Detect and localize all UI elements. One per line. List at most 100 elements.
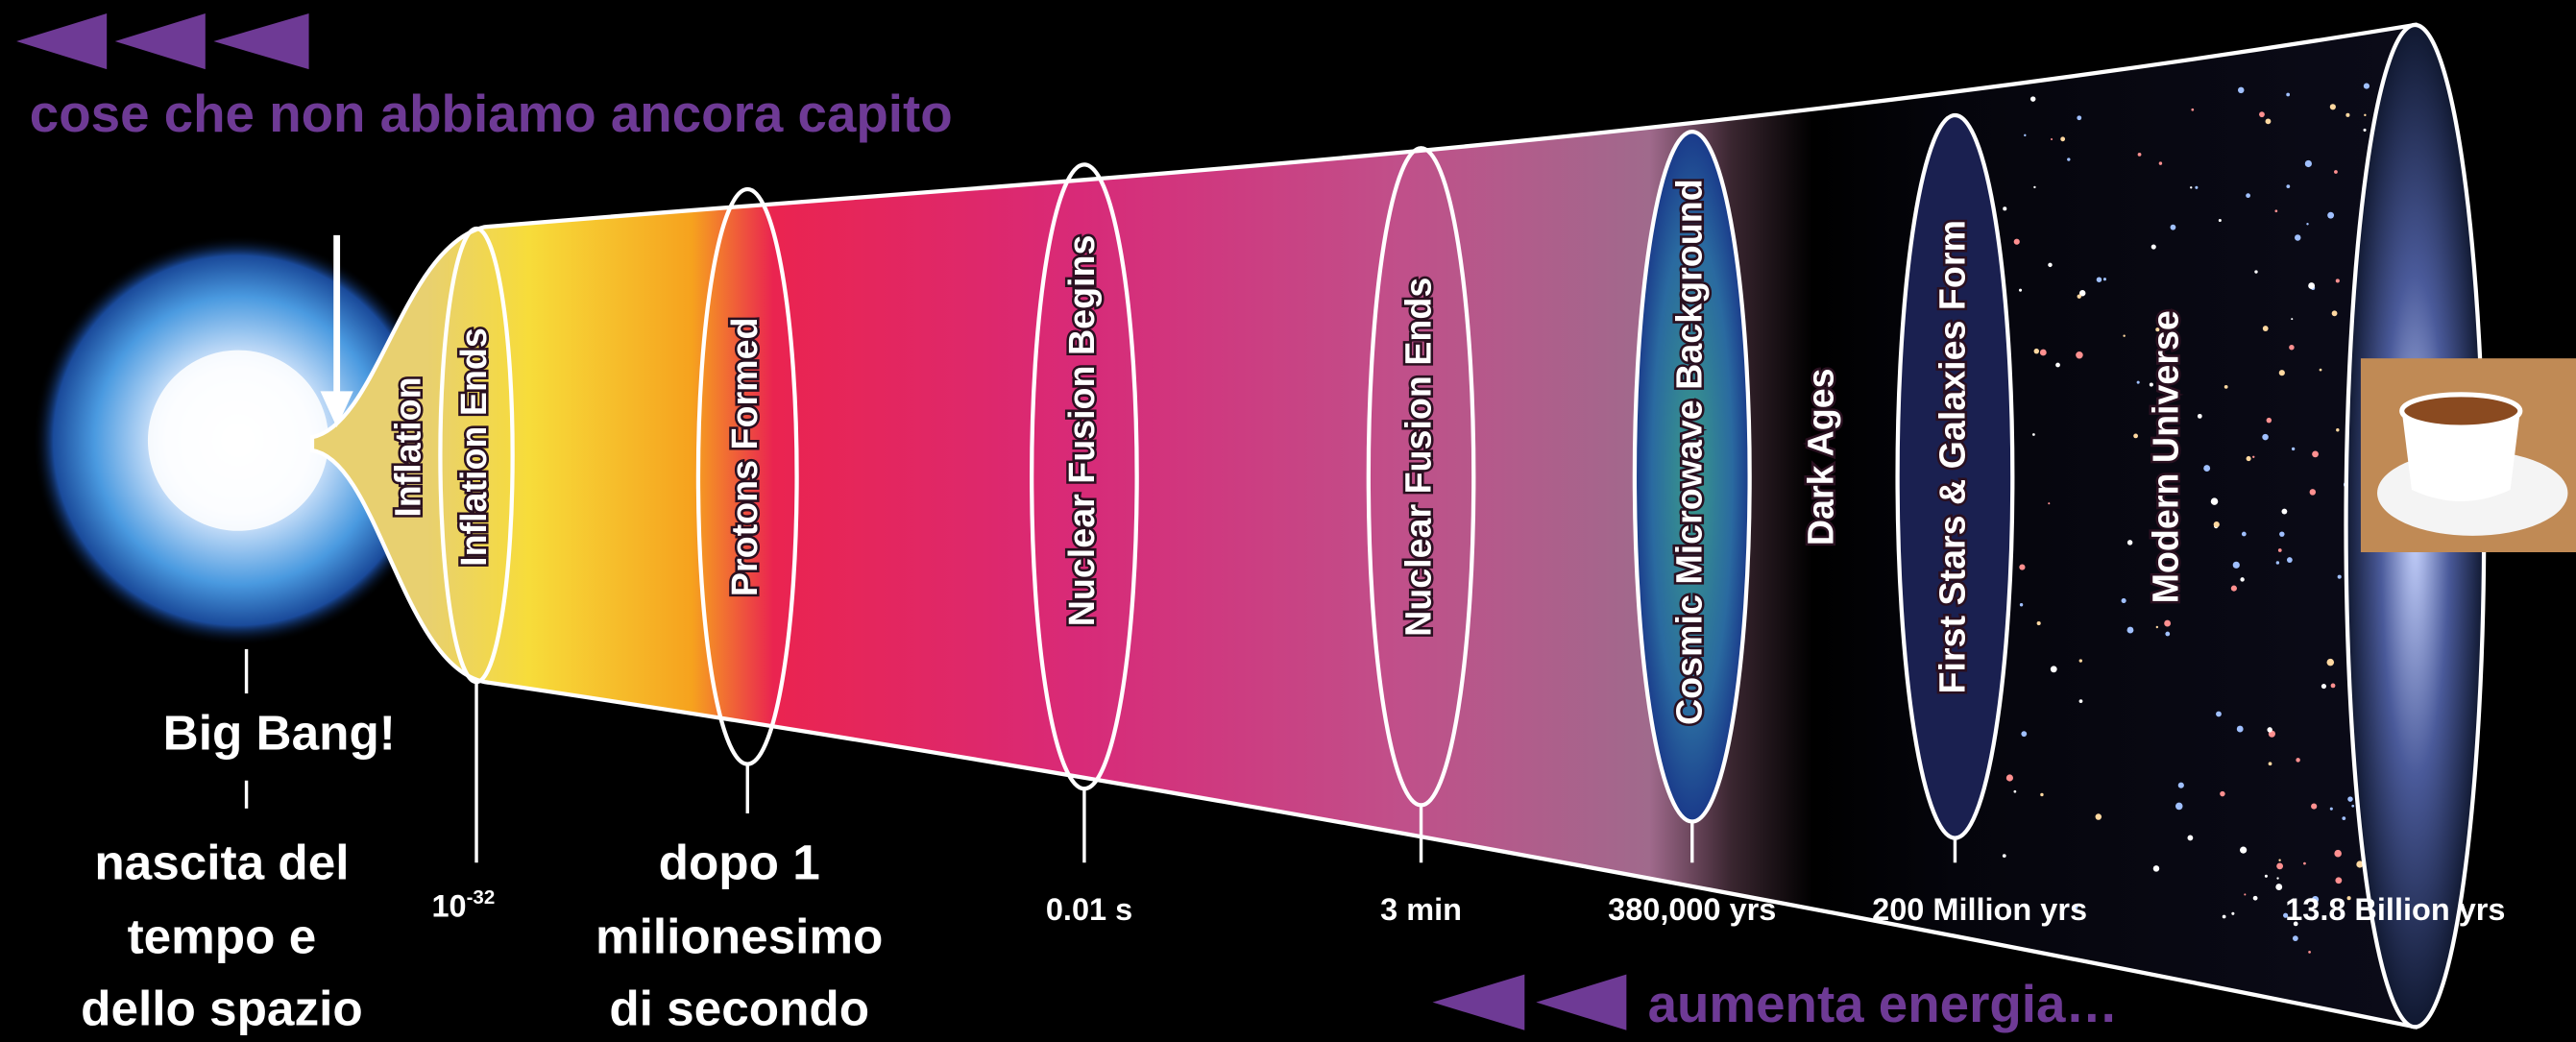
star	[2232, 561, 2240, 569]
star	[2158, 161, 2163, 165]
star	[2236, 725, 2244, 733]
stage-label: Nuclear Fusion Ends	[1397, 278, 1438, 637]
star	[2259, 111, 2265, 118]
star	[2240, 846, 2248, 854]
star	[2294, 234, 2301, 241]
star	[2293, 921, 2298, 927]
star	[2222, 914, 2226, 919]
star	[2346, 896, 2351, 901]
star	[2133, 433, 2138, 439]
star	[2281, 508, 2288, 515]
timeline-label: 0.01 s	[1046, 892, 1132, 927]
big-bang-core	[147, 350, 329, 531]
star	[2067, 158, 2071, 161]
star	[2073, 905, 2078, 910]
star	[2078, 290, 2086, 297]
star	[2048, 502, 2051, 505]
star	[2296, 758, 2300, 763]
timeline-label: 3 min	[1380, 892, 1462, 927]
star	[2050, 666, 2057, 673]
star	[2013, 789, 2017, 793]
stage-label: Dark Ages	[1801, 368, 1841, 545]
star	[2268, 762, 2272, 766]
star	[2278, 859, 2281, 861]
stage-label: Inflation	[388, 376, 428, 517]
star	[2149, 382, 2153, 387]
star	[2095, 813, 2102, 820]
star	[2289, 344, 2295, 351]
star	[2319, 368, 2322, 372]
star	[2252, 895, 2258, 901]
star	[2024, 133, 2027, 137]
star	[2329, 104, 2336, 110]
star	[2224, 385, 2228, 389]
star	[2347, 796, 2353, 802]
star	[2291, 318, 2294, 321]
star	[2175, 802, 2183, 811]
star	[2033, 185, 2036, 189]
star	[2306, 223, 2309, 226]
birth-label: tempo e	[128, 909, 317, 963]
star	[2286, 557, 2293, 563]
star	[2220, 790, 2225, 797]
star	[2187, 835, 2194, 841]
star	[2191, 108, 2195, 111]
star	[2241, 531, 2247, 537]
star	[2040, 792, 2044, 797]
back-arrows	[16, 12, 309, 70]
star	[2033, 348, 2040, 354]
star	[2335, 279, 2340, 283]
star	[2283, 912, 2289, 918]
star	[2231, 911, 2235, 915]
star	[2077, 115, 2082, 121]
star	[2162, 335, 2170, 343]
star	[2003, 206, 2007, 211]
star	[2055, 362, 2060, 368]
star	[2230, 585, 2237, 592]
star	[2076, 351, 2083, 359]
coffee	[2399, 392, 2523, 430]
star	[2264, 874, 2268, 878]
star	[2311, 803, 2318, 810]
star	[2276, 862, 2284, 870]
star	[2356, 860, 2364, 868]
star	[2152, 865, 2160, 872]
star	[2019, 564, 2026, 570]
star	[2177, 782, 2184, 788]
star	[2121, 597, 2126, 604]
stage-label: Inflation Ends	[453, 327, 494, 567]
energy-label: aumenta energia…	[1648, 974, 2119, 1033]
star	[2002, 854, 2006, 858]
star	[2190, 186, 2193, 189]
star	[2278, 370, 2285, 376]
stage-label: Nuclear Fusion Begins	[1061, 235, 1102, 627]
star	[2048, 262, 2053, 268]
star	[2308, 282, 2316, 289]
star	[2019, 603, 2024, 607]
star	[2039, 349, 2047, 356]
star	[2351, 804, 2355, 808]
star	[2312, 450, 2319, 458]
star	[2326, 658, 2335, 666]
star	[2277, 548, 2282, 552]
star	[2213, 521, 2220, 528]
big-bang-label: Big Bang!	[163, 705, 396, 760]
star	[2165, 631, 2171, 637]
title: cose che non abbiamo ancora capito	[30, 84, 953, 143]
star	[2291, 447, 2296, 451]
star	[2327, 211, 2335, 219]
star	[2304, 159, 2312, 168]
star	[2005, 774, 2013, 782]
star	[2152, 443, 2156, 446]
star	[2195, 185, 2199, 189]
stage-label: Protons Formed	[724, 318, 765, 597]
timeline-label: 13.8 Billion yrs	[2285, 892, 2505, 927]
star	[2267, 727, 2272, 733]
star	[2266, 417, 2272, 424]
timeline-label: 200 Million yrs	[1872, 892, 2087, 927]
star	[2311, 895, 2320, 904]
arrow-head	[320, 391, 353, 428]
star	[2337, 574, 2342, 579]
cup	[2401, 410, 2520, 501]
